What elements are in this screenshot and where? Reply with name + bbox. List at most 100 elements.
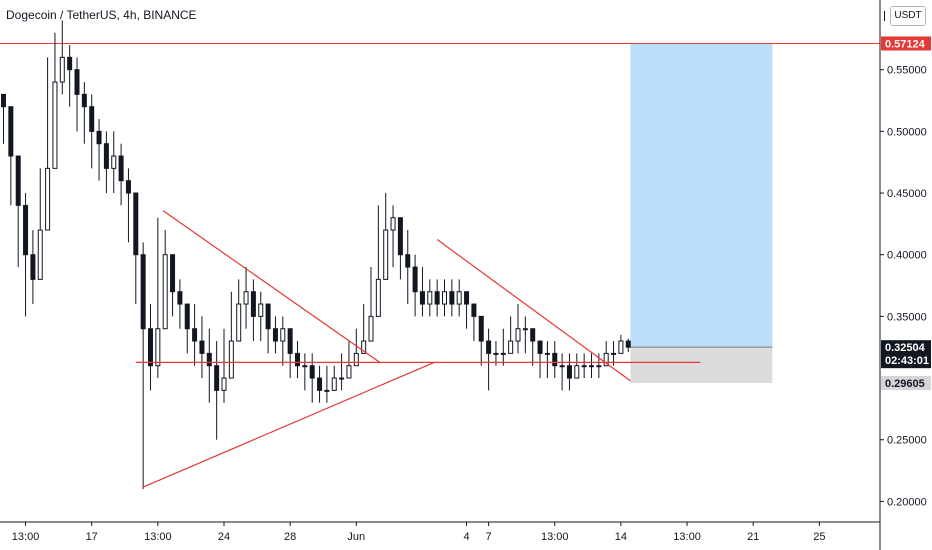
resistance-price-badge: 0.57124 (885, 38, 926, 50)
y-tick-label: 0.55000 (887, 65, 927, 77)
candle-body (272, 328, 278, 342)
candle-body (148, 328, 153, 367)
y-tick-label: 0.50000 (887, 126, 927, 138)
candle-body (317, 377, 323, 391)
candle-body (383, 229, 389, 280)
candle-body (228, 340, 234, 379)
candle-body (324, 389, 330, 392)
candle-body (89, 106, 95, 132)
candle-body (361, 340, 367, 354)
candle-body (118, 155, 124, 182)
resistance-price-badge-bg (881, 36, 931, 51)
candle-body (206, 352, 212, 367)
candle-body (589, 365, 594, 368)
candle-body (111, 155, 117, 169)
candle-body (427, 291, 433, 305)
candle-body (81, 93, 87, 108)
candle-body (52, 81, 58, 169)
x-tick-label: 28 (284, 531, 296, 543)
x-tick-label: 25 (813, 531, 825, 543)
candle-body (265, 303, 271, 330)
current-price-badge: 0.32504 (885, 342, 926, 354)
y-tick-label: 0.25000 (887, 435, 927, 447)
candle-body (397, 217, 403, 256)
candle-body (449, 291, 455, 305)
candle-body (302, 365, 308, 368)
trendline (142, 361, 435, 489)
stop-price-badge-bg (881, 375, 931, 390)
candle-body (280, 328, 286, 342)
candle-body (15, 155, 21, 206)
candle-body (522, 328, 528, 331)
candle-body (419, 291, 425, 305)
x-tick-label: Jun (347, 531, 365, 543)
candle-body (434, 291, 440, 305)
x-tick-label: 13:00 (541, 531, 569, 543)
candle-body (140, 254, 146, 330)
candle-body (581, 365, 587, 368)
x-tick-label: 21 (747, 531, 759, 543)
candle-body (74, 69, 80, 95)
candle-body (37, 229, 43, 280)
candle-body (45, 167, 51, 231)
candle-body (515, 328, 521, 342)
candle-body (442, 291, 447, 305)
candle-body (346, 365, 352, 379)
candle-body (103, 143, 109, 169)
trendline (162, 210, 381, 363)
candle-body (199, 340, 205, 354)
candle-body (184, 303, 190, 330)
candle-body (456, 291, 462, 305)
candle-body (221, 377, 227, 391)
y-tick-label: 0.45000 (887, 188, 927, 200)
candle-body (596, 365, 602, 368)
candle-body (390, 217, 396, 231)
candle-body (574, 365, 580, 379)
candle-body (177, 291, 183, 305)
candle-body (500, 352, 506, 355)
y-tick-label: 0.20000 (887, 496, 927, 508)
candle-body (537, 340, 543, 354)
candle-body (192, 328, 198, 342)
current-price-badge-bg (881, 340, 931, 369)
candle-body (486, 340, 492, 354)
candle-body (250, 291, 256, 317)
candle-body (23, 204, 29, 256)
target-zone (630, 43, 773, 348)
x-tick-label: 17 (86, 531, 98, 543)
candle-body (412, 266, 418, 293)
candle-body (566, 365, 572, 379)
candle-body (258, 303, 264, 317)
candle-body (603, 352, 609, 367)
candle-body (478, 315, 484, 342)
candle-body (96, 130, 102, 145)
x-tick-label: 4 (463, 531, 469, 543)
x-tick-label: 13:00 (673, 531, 701, 543)
candle-body (353, 352, 359, 367)
candle-body (125, 180, 131, 194)
current-price-badge-countdown: 02:43:01 (885, 355, 929, 367)
candle-body (133, 192, 139, 256)
candle-body (295, 352, 300, 367)
x-tick-label: 13:00 (144, 531, 172, 543)
candle-body (530, 328, 536, 342)
candle-body (59, 56, 65, 83)
x-tick-label: 7 (486, 531, 492, 543)
stop-zone (630, 347, 773, 383)
candle-body (214, 365, 220, 391)
currency-unit-button[interactable]: USDT (884, 6, 926, 26)
candle-body (611, 352, 617, 355)
chart-title: Dogecoin / TetherUS, 4h, BINANCE (6, 8, 197, 22)
trendline (436, 239, 631, 382)
candle-body (8, 106, 14, 157)
currency-unit-label: USDT (894, 10, 922, 21)
candle-body (368, 315, 374, 342)
candle-body (625, 340, 631, 348)
candle-body (170, 254, 176, 293)
candle-body (493, 352, 499, 355)
candle-body (309, 365, 315, 379)
candle-body (243, 291, 249, 305)
x-tick-label: 13:00 (12, 531, 40, 543)
candle-body (236, 303, 242, 342)
